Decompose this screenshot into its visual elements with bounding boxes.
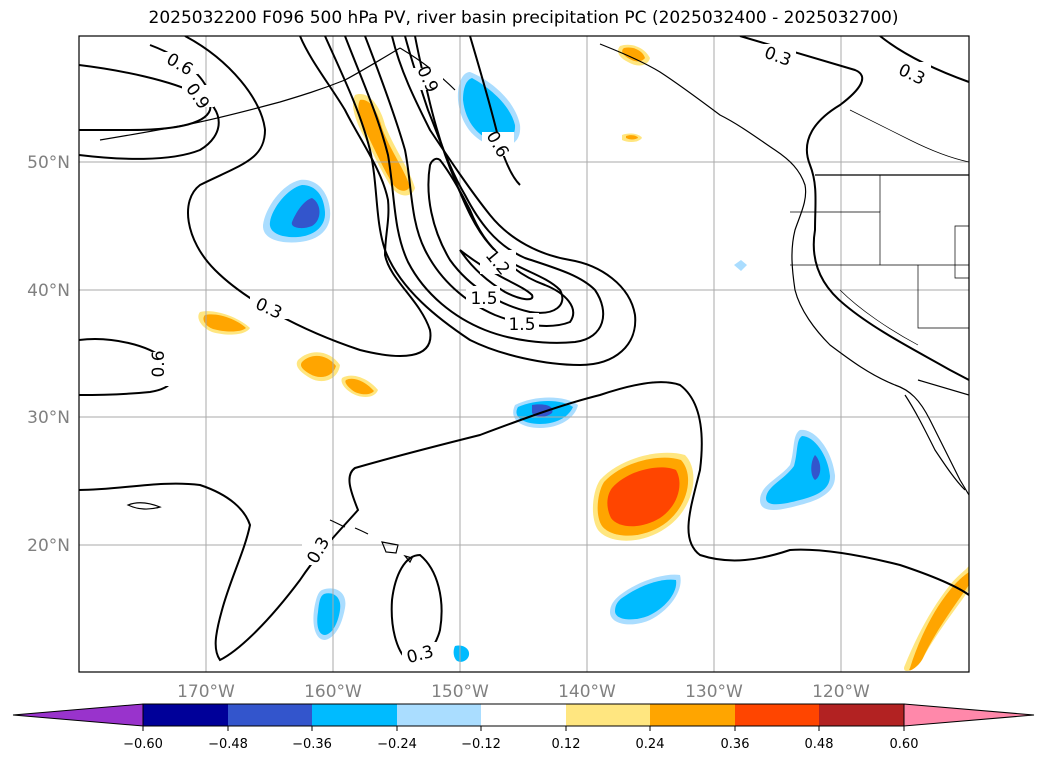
contour-0.6-nw — [79, 64, 220, 160]
map-panel: 0.6 0.9 0.9 0.6 0.3 0.3 0.3 0.6 1.2 1.5 … — [79, 36, 969, 672]
colorbar-segment — [735, 704, 819, 726]
contour-label: 1.5 — [470, 289, 497, 309]
pv-contours — [79, 36, 969, 664]
neg-blob-small — [453, 645, 470, 662]
state-borders — [790, 109, 969, 346]
lat-label: 50°N — [27, 153, 70, 173]
colorbar-tick-label: −0.60 — [123, 737, 163, 752]
us-mexico-border — [917, 379, 969, 396]
colorbar-segment — [143, 704, 228, 726]
colorbar-tick-label: −0.24 — [377, 737, 417, 752]
colorbar-tick-label: 0.48 — [805, 737, 834, 752]
colorbar-tick-label: −0.36 — [292, 737, 332, 752]
colorbar-extend-high — [903, 703, 1035, 727]
colorbar-segment — [397, 704, 481, 726]
colorbar-segment — [650, 704, 735, 726]
map-frame — [78, 35, 970, 673]
alaska-peninsula — [399, 47, 456, 91]
contour-label: 0.6 — [149, 350, 169, 377]
colorbar-tick-label: −0.12 — [461, 737, 501, 752]
colorbar-extend-low — [12, 703, 144, 727]
colorbar-segment — [819, 704, 904, 726]
lon-label: 140°W — [558, 682, 616, 702]
lon-label: 120°W — [812, 682, 870, 702]
lat-label: 30°N — [27, 408, 70, 428]
contour-band-1 — [324, 36, 637, 367]
colorbar-tick-label: 0.24 — [636, 737, 665, 752]
map-title: 2025032200 F096 500 hPa PV, river basin … — [148, 8, 899, 28]
lat-label: 40°N — [27, 281, 70, 301]
lat-label: 20°N — [27, 536, 70, 556]
lon-label: 170°W — [177, 682, 235, 702]
north-america-coast — [599, 43, 969, 496]
lon-label: 150°W — [431, 682, 489, 702]
contour-inner-1.2 — [427, 157, 564, 314]
colorbar-segment — [312, 704, 397, 726]
colorbar-tick-label: 0.12 — [552, 737, 581, 752]
contour-label: 1.5 — [508, 315, 535, 335]
lon-label: 160°W — [304, 682, 362, 702]
contour-0.3-east — [739, 36, 969, 381]
contour-labels: 0.6 0.9 0.9 0.6 0.3 0.3 0.3 0.6 1.2 1.5 … — [149, 43, 931, 668]
baja-coast — [904, 394, 966, 491]
lon-labels: 170°W 160°W 150°W 140°W 130°W 120°W — [177, 682, 870, 702]
precip-shading — [198, 44, 969, 671]
colorbar-tick-label: −0.48 — [208, 737, 248, 752]
contour-0.3-ne — [879, 36, 969, 83]
contour-band-3 — [364, 36, 575, 327]
lat-labels: 50°N 40°N 30°N 20°N — [27, 153, 70, 556]
colorbar-tick-label: 0.36 — [721, 737, 750, 752]
colorbar: −0.60 −0.48 −0.36 −0.24 −0.12 0.12 0.24 … — [12, 703, 1035, 752]
colorbar-tick-label: 0.60 — [890, 737, 919, 752]
contour-0.3-main — [79, 381, 969, 662]
colorbar-segment — [566, 704, 650, 726]
coastlines — [99, 43, 969, 496]
colorbar-segment — [481, 704, 566, 726]
lon-label: 130°W — [685, 682, 743, 702]
colorbar-segment — [228, 704, 312, 726]
